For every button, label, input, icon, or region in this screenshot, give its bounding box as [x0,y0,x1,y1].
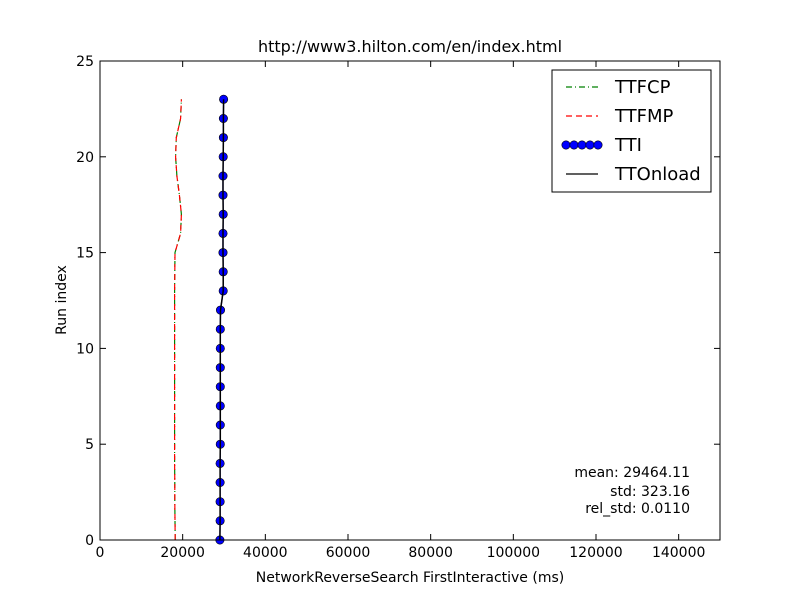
axes: 0 20000 40000 60000 80000 100000 120000 140000 0… [76,54,721,561]
x-tick-label: 120000 [569,545,622,561]
annotation-std: std: 323.16 [610,484,690,500]
x-tick-label: 60000 [326,545,371,561]
axes-frame [99,60,721,541]
chart-title: http://www3.hilton.com/en/index.html [258,37,562,56]
y-tick-label: 5 [85,437,94,453]
x-axis-label: NetworkReverseSearch FirstInteractive (m… [256,570,564,586]
y-axis-label: Run index [54,265,70,335]
legend-box [551,69,712,193]
y-tick-label: 25 [76,54,94,70]
legend-marker-tti [569,140,579,150]
y-tick-label: 20 [76,150,94,166]
legend-label-ttfmp: TTFMP [614,106,674,127]
legend-label-tti: TTI [614,135,642,156]
y-tick-label: 10 [76,341,94,357]
legend-marker-tti [577,140,587,150]
x-tick-label: 40000 [243,545,288,561]
series-line-ttonload [219,99,225,541]
legend-marker-tti [593,140,603,150]
x-tick-label: 80000 [408,545,453,561]
series-line-ttfmp [174,99,183,541]
annotation-rel-std: rel_std: 0.0110 [585,501,690,517]
plot-area [174,94,229,545]
legend-label-ttfcp: TTFCP [614,77,671,98]
legend-marker-tti [561,140,571,150]
y-tick-label: 0 [85,533,94,549]
y-tick-label: 15 [76,246,94,262]
legend-marker-tti [585,140,595,150]
x-tick-label: 100000 [487,545,540,561]
x-tick-label: 140000 [652,545,705,561]
legend-label-ttonload: TTOnload [614,164,701,185]
x-tick-label: 0 [96,545,105,561]
series-line-ttfcp [174,99,183,541]
x-tick-label: 20000 [160,545,205,561]
legend: TTFCP TTFMP TTI TTOnload [551,69,712,193]
annotation-mean: mean: 29464.11 [574,465,690,481]
